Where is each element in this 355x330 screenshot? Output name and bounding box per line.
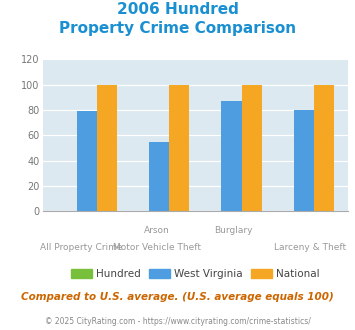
- Bar: [221, 101, 241, 211]
- Bar: [241, 85, 262, 211]
- Legend: Hundred, West Virginia, National: Hundred, West Virginia, National: [67, 265, 324, 283]
- Bar: [77, 111, 97, 211]
- Bar: [314, 85, 334, 211]
- Text: 2006 Hundred: 2006 Hundred: [116, 2, 239, 16]
- Bar: [97, 85, 117, 211]
- Bar: [169, 85, 190, 211]
- Text: Motor Vehicle Theft: Motor Vehicle Theft: [113, 243, 201, 251]
- Text: © 2025 CityRating.com - https://www.cityrating.com/crime-statistics/: © 2025 CityRating.com - https://www.city…: [45, 317, 310, 326]
- Bar: [149, 142, 169, 211]
- Text: Property Crime Comparison: Property Crime Comparison: [59, 21, 296, 36]
- Text: Compared to U.S. average. (U.S. average equals 100): Compared to U.S. average. (U.S. average …: [21, 292, 334, 302]
- Text: Burglary: Burglary: [214, 226, 253, 235]
- Text: All Property Crime: All Property Crime: [39, 243, 122, 251]
- Text: Arson: Arson: [144, 226, 170, 235]
- Text: Larceny & Theft: Larceny & Theft: [274, 243, 346, 251]
- Bar: [294, 110, 314, 211]
